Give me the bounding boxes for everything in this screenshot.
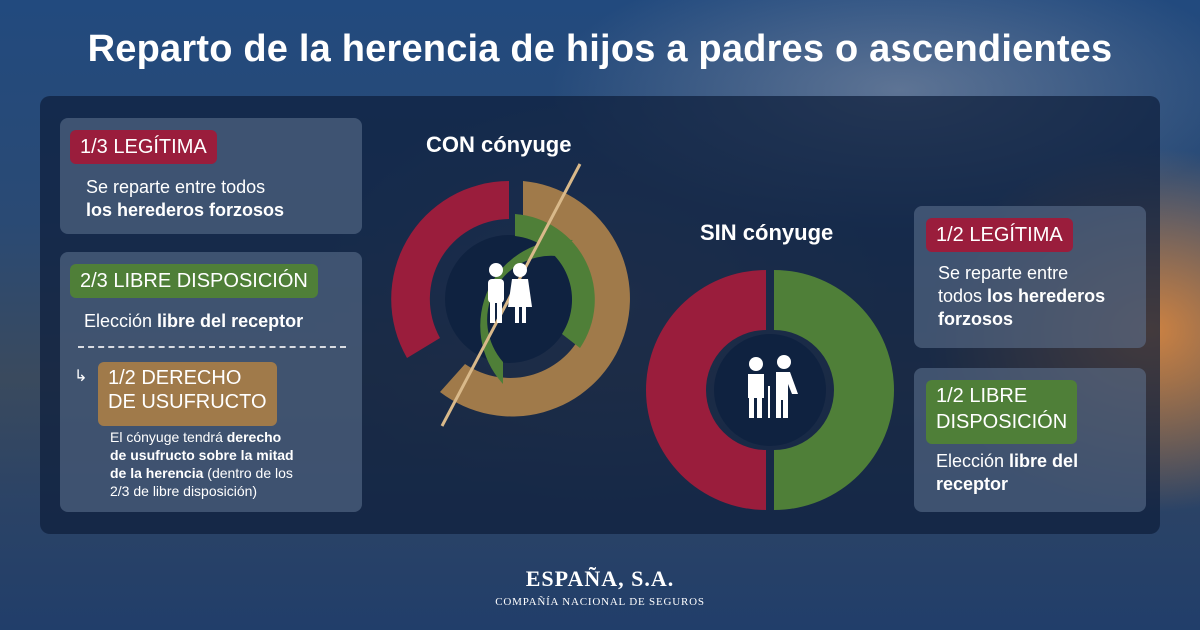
sin-conyuge-label: SIN cónyuge — [700, 220, 834, 245]
libre-right-label-line1: 1/2 LIBRE — [936, 385, 1028, 407]
page-title: Reparto de la herencia de hijos a padres… — [87, 28, 1113, 70]
usufructo-p3: 2/3 de libre disposición) — [110, 483, 258, 499]
sin-green-half — [774, 270, 894, 510]
legitima-badge-right: 1/2 LEGÍTIMA — [926, 218, 1073, 252]
libre-text-left: Elección libre del receptor — [84, 310, 303, 333]
con-conyuge-donut — [391, 163, 630, 427]
usufructo-b3: de la herencia — [110, 465, 204, 481]
legitima-line2: los herederos forzosos — [86, 200, 285, 220]
elderly-couple-icon — [748, 355, 798, 418]
con-conyuge-label: CON cónyuge — [426, 132, 572, 157]
usufructo-b2: de usufructo sobre la mitad — [110, 447, 294, 463]
couple-icon — [488, 263, 532, 323]
libre-right-bold2: receptor — [936, 474, 1009, 494]
libre-text-bold: libre del receptor — [157, 311, 304, 331]
con-inner-green-ring — [480, 239, 573, 384]
con-outer-red-segment — [391, 181, 509, 358]
sin-conyuge-donut — [646, 270, 894, 510]
legitima-right-line2-plain: todos — [938, 286, 988, 306]
legitima-right-line2-bold: los herederos — [987, 286, 1106, 306]
legitima-badge-left: 1/3 LEGÍTIMA — [70, 130, 217, 164]
legitima-text-left: Se reparte entre todos los herederos for… — [86, 176, 284, 222]
brand-tagline: COMPAÑÍA NACIONAL DE SEGUROS — [495, 596, 705, 608]
legitima-right-line1: Se reparte entre — [938, 263, 1069, 283]
libre-badge-right: 1/2 LIBRE DISPOSICIÓN — [926, 380, 1078, 444]
legitima-right-line3: forzosos — [938, 309, 1014, 329]
libre-right-label-line2: DISPOSICIÓN — [936, 411, 1068, 433]
libre-text-plain: Elección — [84, 311, 158, 331]
legitima-box-left: 1/3 LEGÍTIMA Se reparte entre todos los … — [60, 118, 362, 234]
legitima-box-right: 1/2 LEGÍTIMA Se reparte entre todos los … — [914, 206, 1146, 348]
usufructo-badge: 1/2 DERECHO DE USUFRUCTO — [98, 362, 277, 426]
usufructo-text: El cónyuge tendrá derecho de usufructo s… — [110, 428, 294, 500]
usufructo-p2: (dentro de los — [203, 465, 293, 481]
libre-box-right: 1/2 LIBRE DISPOSICIÓN Elección libre del… — [914, 368, 1146, 512]
content-panel: 1/3 LEGÍTIMA Se reparte entre todos los … — [40, 96, 1160, 534]
usufructo-label-line2: DE USUFRUCTO — [108, 391, 267, 413]
libre-text-right: Elección libre del receptor — [936, 450, 1078, 496]
libre-right-bold1: libre del — [1009, 451, 1079, 471]
usufructo-b1: derecho — [226, 429, 282, 445]
con-outer-brown-segment — [440, 181, 630, 417]
usufructo-label-line1: 1/2 DERECHO — [108, 367, 242, 389]
usufructo-p1: El cónyuge tendrá — [110, 429, 227, 445]
donut-charts — [391, 163, 894, 510]
con-inner-green-top — [515, 214, 595, 348]
divider-dashed — [78, 346, 346, 348]
legitima-line1: Se reparte entre todos — [86, 177, 266, 197]
legitima-text-right: Se reparte entre todos los herederos for… — [938, 262, 1105, 331]
libre-box-left: 2/3 LIBRE DISPOSICIÓN Elección libre del… — [60, 252, 362, 512]
sub-arrow-icon: ↳ — [74, 368, 88, 385]
brand-name: ESPAÑA, S.A. — [525, 566, 675, 591]
libre-right-plain: Elección — [936, 451, 1010, 471]
libre-badge-left: 2/3 LIBRE DISPOSICIÓN — [70, 264, 318, 298]
sin-red-half — [646, 270, 766, 510]
